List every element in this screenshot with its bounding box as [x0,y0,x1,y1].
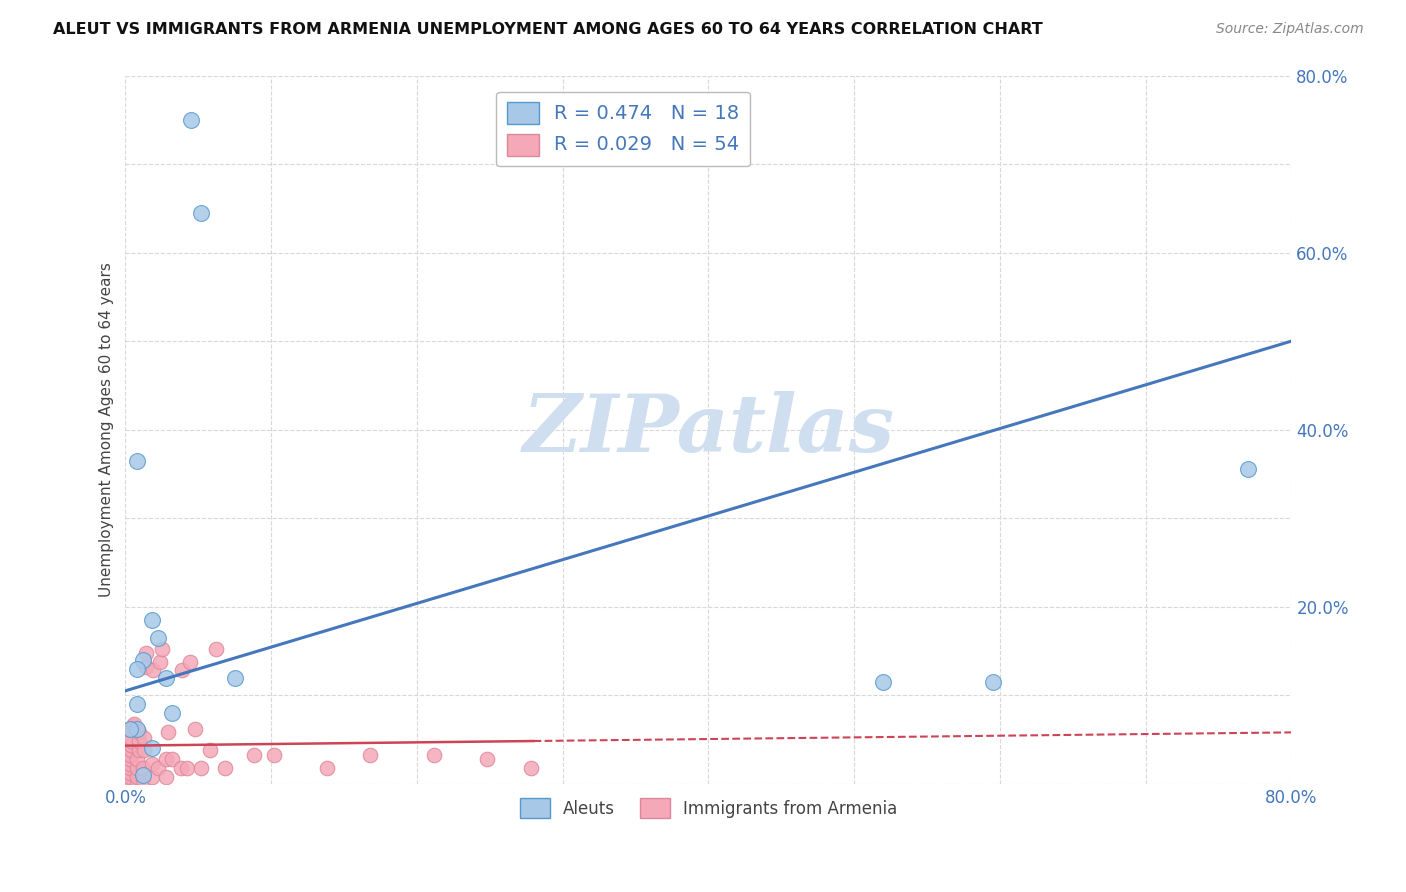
Point [155,671,177,685]
Point [176,761,198,775]
Point [132,768,155,782]
Point [184,722,207,736]
Point [132,761,155,775]
Point [475,752,498,766]
Point [519,761,541,775]
Point [263,748,285,763]
Point [118,748,141,763]
Point [118,766,141,780]
Point [170,761,193,775]
Point [155,770,177,784]
Point [118,761,141,775]
Point [128,734,150,748]
Point [179,655,201,669]
Point [141,613,163,627]
Point [146,761,169,775]
Point [180,112,202,127]
Point [135,646,157,660]
Point [359,748,381,763]
Point [172,664,194,678]
Point [120,722,142,736]
Point [120,731,142,745]
Point [214,761,236,775]
Point [872,674,894,689]
Point [156,725,179,739]
Point [118,722,141,736]
Point [141,757,163,772]
Point [127,453,149,467]
Legend: Aleuts, Immigrants from Armenia: Aleuts, Immigrants from Armenia [513,791,904,825]
Point [423,748,446,763]
Point [127,697,149,711]
Point [190,205,212,219]
Point [127,752,149,766]
Point [190,761,212,775]
Point [118,752,141,766]
Point [127,777,149,791]
Point [118,773,141,788]
Point [146,631,169,645]
Point [224,671,246,685]
Point [141,770,163,784]
Point [128,725,150,739]
Point [205,642,228,657]
Text: ALEUT VS IMMIGRANTS FROM ARMENIA UNEMPLOYMENT AMONG AGES 60 TO 64 YEARS CORRELAT: ALEUT VS IMMIGRANTS FROM ARMENIA UNEMPLO… [53,22,1043,37]
Text: ZIPatlas: ZIPatlas [523,391,894,468]
Point [118,770,141,784]
Point [141,741,163,756]
Point [132,653,155,667]
Point [120,743,142,757]
Point [160,706,183,720]
Point [120,738,142,752]
Point [127,770,149,784]
Point [315,761,337,775]
Point [142,664,165,678]
Point [160,752,183,766]
Text: Source: ZipAtlas.com: Source: ZipAtlas.com [1216,22,1364,37]
Point [155,752,177,766]
Point [198,743,221,757]
Point [134,743,156,757]
Point [118,757,141,772]
Point [981,674,1004,689]
Point [149,655,172,669]
Point [127,662,149,676]
Point [122,716,145,731]
Point [132,773,155,788]
Point [120,734,142,748]
Point [128,743,150,757]
Point [242,748,264,763]
Point [118,777,141,791]
Point [127,761,149,775]
Point [1236,462,1258,476]
Point [150,642,173,657]
Point [135,660,157,674]
Y-axis label: Unemployment Among Ages 60 to 64 years: Unemployment Among Ages 60 to 64 years [100,262,114,597]
Point [121,719,143,733]
Point [134,731,156,745]
Point [127,722,149,736]
